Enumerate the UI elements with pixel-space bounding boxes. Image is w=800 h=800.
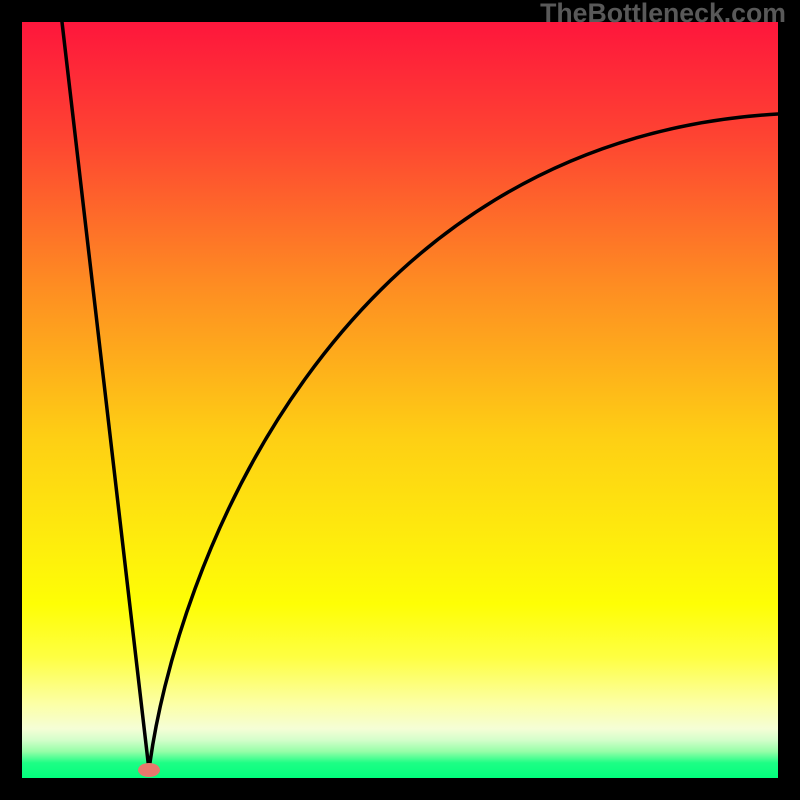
chart-root: TheBottleneck.com <box>0 0 800 800</box>
watermark-text: TheBottleneck.com <box>540 0 786 29</box>
plot-area <box>22 22 778 778</box>
minimum-marker <box>138 763 160 777</box>
curve-layer <box>22 22 778 778</box>
bottleneck-curve <box>62 22 778 770</box>
